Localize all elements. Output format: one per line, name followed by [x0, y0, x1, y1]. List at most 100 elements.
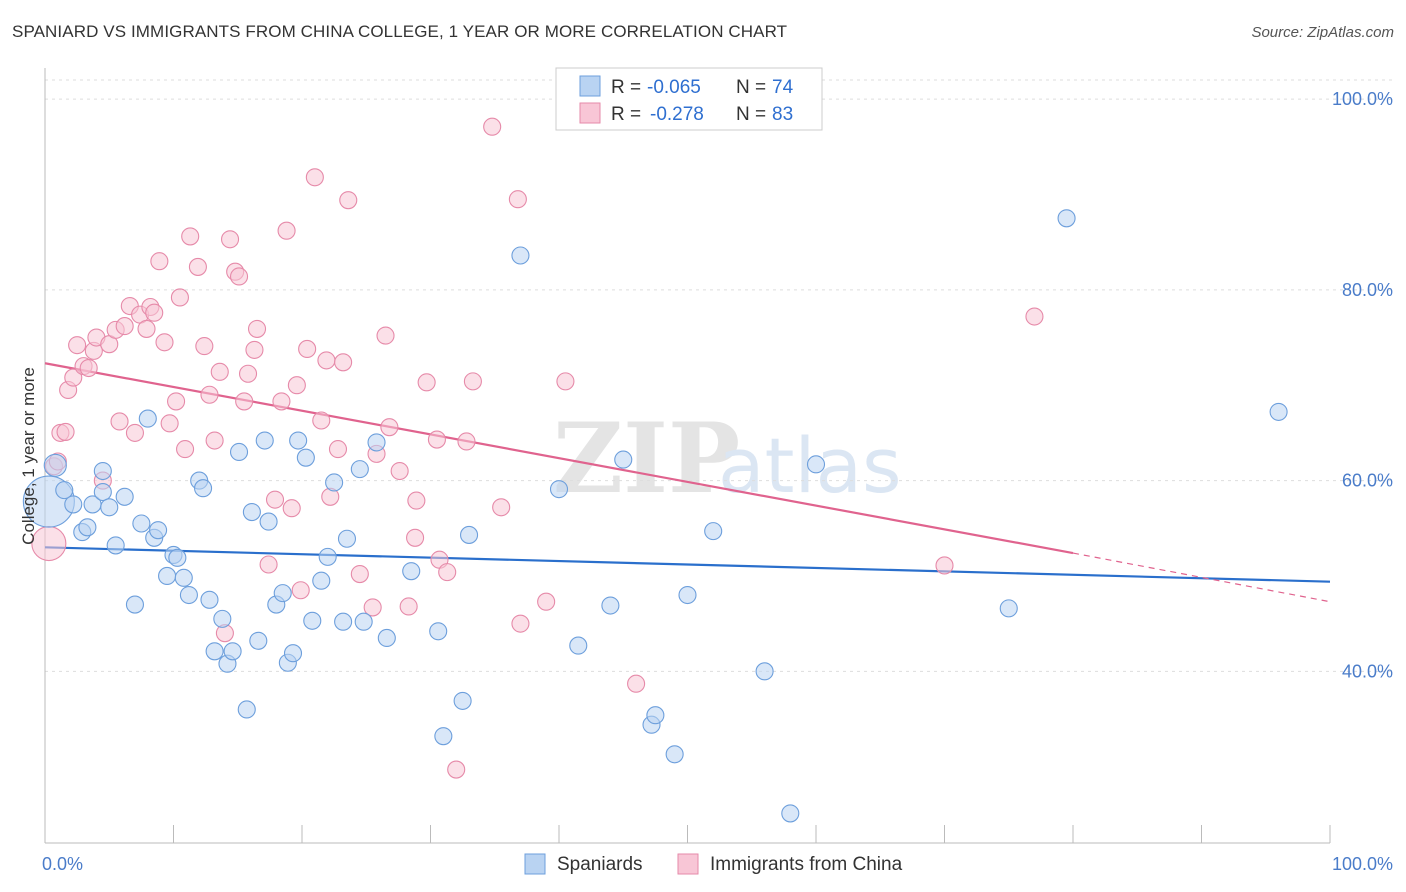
- point-china: [167, 392, 186, 411]
- point-spaniards: [434, 727, 453, 746]
- point-spaniards: [402, 562, 421, 581]
- point-china: [447, 760, 466, 779]
- point-china: [205, 431, 224, 450]
- point-spaniards: [259, 512, 278, 531]
- point-spaniards: [273, 584, 292, 603]
- legend-n-label: N =: [736, 77, 766, 98]
- y-axis-label: College, 1 year or more: [19, 367, 38, 545]
- point-china: [195, 337, 214, 356]
- legend-r-label: R =: [611, 104, 641, 125]
- point-china: [265, 490, 285, 509]
- point-spaniards: [755, 662, 774, 681]
- point-spaniards: [213, 609, 232, 628]
- point-china: [64, 368, 83, 387]
- point-china: [220, 230, 240, 249]
- point-china: [627, 674, 646, 693]
- y-tick-label: 100.0%: [1332, 89, 1393, 109]
- point-spaniards: [367, 433, 386, 452]
- point-china: [238, 364, 258, 383]
- point-spaniards: [158, 566, 177, 586]
- point-spaniards: [255, 431, 274, 450]
- point-spaniards: [93, 482, 112, 502]
- point-spaniards: [511, 246, 530, 265]
- point-china: [210, 362, 229, 381]
- point-china: [79, 358, 98, 378]
- point-spaniards: [665, 745, 684, 764]
- point-china: [56, 422, 75, 441]
- point-china: [235, 392, 254, 411]
- point-china: [287, 376, 306, 395]
- y-tick-label: 60.0%: [1342, 471, 1393, 491]
- point-spaniards: [179, 585, 198, 605]
- point-spaniards: [106, 536, 125, 555]
- point-spaniards: [614, 450, 633, 469]
- point-china: [438, 563, 457, 582]
- point-spaniards: [200, 590, 219, 609]
- point-china: [247, 319, 267, 338]
- chart-title: SPANIARD VS IMMIGRANTS FROM CHINA COLLEG…: [12, 22, 788, 41]
- legend-n-value: 74: [772, 77, 794, 98]
- point-spaniards: [100, 498, 119, 517]
- point-spaniards: [168, 548, 187, 567]
- point-china: [115, 317, 134, 336]
- point-china: [137, 319, 156, 338]
- point-china: [160, 414, 179, 433]
- point-spaniards: [549, 480, 569, 499]
- point-spaniards: [125, 595, 144, 614]
- point-china: [312, 411, 331, 430]
- point-spaniards: [115, 487, 134, 506]
- legend-n-value: 83: [772, 104, 793, 125]
- legend-r-value: -0.278: [650, 104, 704, 125]
- point-china: [259, 555, 278, 574]
- point-spaniards: [318, 547, 337, 566]
- point-china: [150, 252, 169, 271]
- point-spaniards: [223, 642, 242, 661]
- point-spaniards: [312, 571, 331, 590]
- point-spaniards: [229, 442, 249, 462]
- data-points: [22, 117, 1288, 823]
- point-china: [483, 117, 502, 136]
- point-spaniards: [337, 529, 357, 548]
- point-china: [181, 227, 200, 246]
- point-spaniards: [781, 804, 800, 823]
- point-china: [935, 556, 954, 575]
- point-china: [277, 221, 296, 240]
- point-china: [363, 598, 382, 617]
- trend-line-china: [44, 362, 1074, 555]
- point-spaniards: [303, 611, 322, 630]
- point-china: [68, 336, 87, 355]
- point-spaniards: [289, 431, 308, 450]
- point-spaniards: [453, 691, 472, 710]
- series-swatch-spaniards: [524, 853, 546, 875]
- point-china: [376, 326, 395, 345]
- point-china: [492, 498, 511, 517]
- source-label: Source: ZipAtlas.com: [1251, 24, 1394, 41]
- point-china: [272, 392, 291, 411]
- point-spaniards: [354, 612, 373, 631]
- point-spaniards: [1057, 209, 1076, 228]
- point-spaniards: [646, 706, 665, 725]
- series-legend: Spaniards Immigrants from China: [524, 853, 903, 875]
- x-tick-label: 0.0%: [42, 854, 83, 874]
- axes: [44, 68, 1331, 844]
- point-china: [328, 440, 348, 459]
- legend-swatch-china: [579, 102, 601, 124]
- point-spaniards: [43, 453, 67, 477]
- point-china: [298, 339, 317, 359]
- point-china: [457, 432, 476, 451]
- point-spaniards: [237, 700, 256, 719]
- point-china: [508, 190, 527, 209]
- point-spaniards: [377, 628, 396, 647]
- point-spaniards: [334, 612, 353, 631]
- y-tick-label: 40.0%: [1342, 661, 1393, 681]
- point-spaniards: [678, 585, 697, 605]
- legend-swatch-spaniards: [579, 75, 601, 97]
- series-label-china: Immigrants from China: [710, 854, 903, 875]
- point-spaniards: [459, 525, 479, 544]
- x-tick-label: 100.0%: [1332, 854, 1393, 874]
- point-spaniards: [283, 644, 303, 663]
- point-china: [407, 491, 426, 510]
- point-spaniards: [138, 409, 157, 428]
- point-china: [350, 564, 369, 584]
